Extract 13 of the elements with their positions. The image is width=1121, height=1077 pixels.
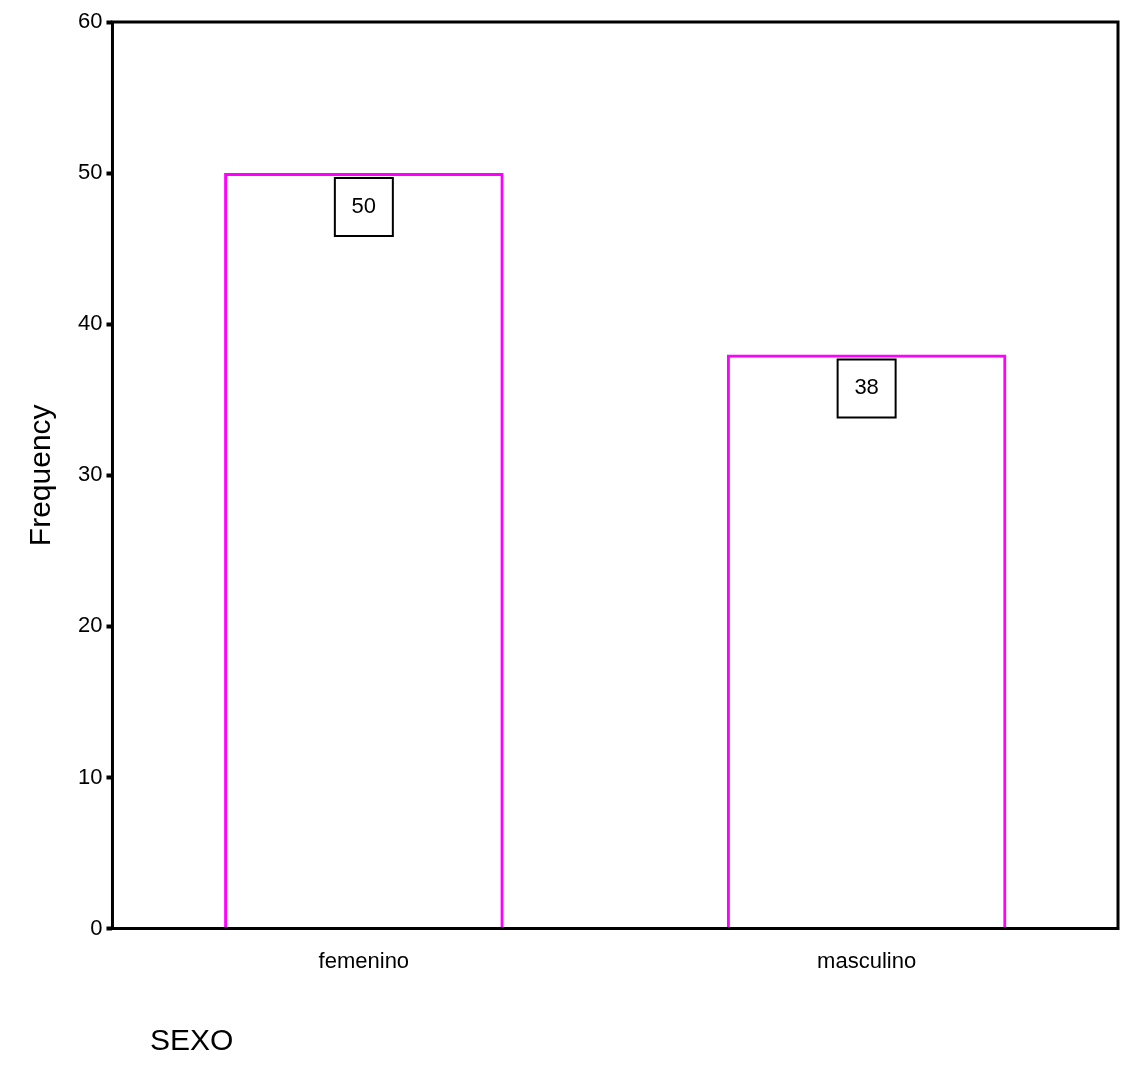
- data-label: 50: [351, 193, 377, 219]
- y-tick-label: 40: [77, 310, 103, 336]
- y-tick-label: 30: [77, 461, 103, 487]
- y-tick-label: 60: [77, 8, 103, 34]
- y-tick-label: 20: [77, 612, 103, 638]
- data-label: 38: [854, 374, 879, 400]
- y-tick-label: 0: [90, 914, 103, 940]
- x-tick-label: femenino: [318, 947, 410, 973]
- y-tick-label: 10: [77, 763, 103, 789]
- y-tick-label: 50: [77, 159, 103, 185]
- x-axis-title: SEXO: [150, 1023, 234, 1056]
- x-tick-label: masculino: [817, 947, 917, 973]
- y-axis-title: Frequency: [23, 404, 57, 547]
